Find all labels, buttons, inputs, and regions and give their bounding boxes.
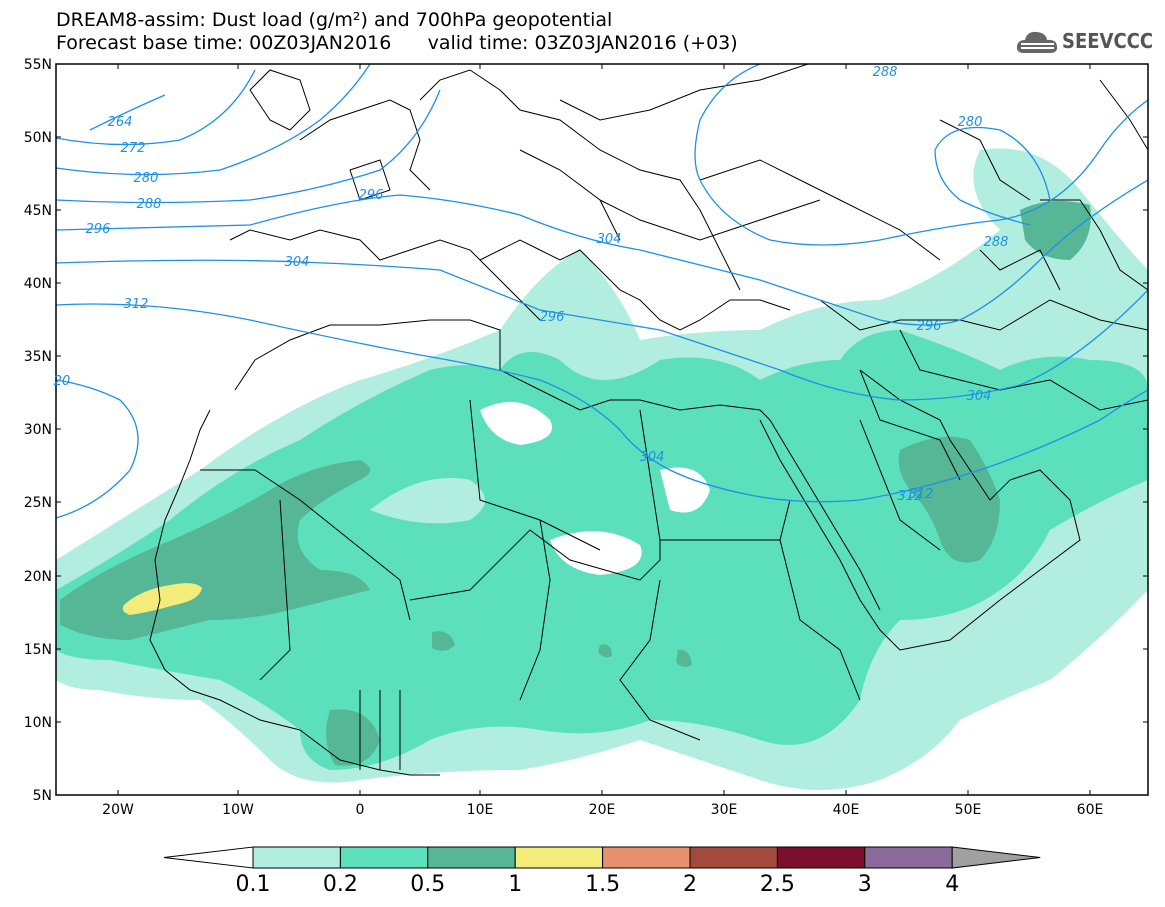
lat-label-40N: 40N — [24, 276, 52, 292]
contour-label: 296 — [86, 222, 111, 237]
contour-label: 296 — [359, 188, 384, 203]
map-title: DREAM8-assim: Dust load (g/m²) and 700hP… — [56, 9, 613, 31]
contour-label: 20 — [54, 374, 71, 389]
contour-label: 288 — [873, 65, 898, 80]
legend-label: 0.1 — [236, 872, 271, 897]
lat-label-10N: 10N — [24, 715, 52, 731]
legend-swatch — [427, 846, 516, 869]
lat-label-55N: 55N — [24, 57, 52, 73]
contour-label: 304 — [640, 450, 665, 465]
legend-swatch — [864, 846, 953, 869]
legend-swatch — [776, 846, 866, 869]
legend-label: 3 — [858, 872, 872, 897]
coastlines — [149, 64, 1148, 776]
legend-label: 2 — [683, 872, 697, 897]
lon-label-40E: 40E — [833, 802, 860, 818]
dust-level-1 — [122, 583, 202, 615]
axis-ticks — [56, 63, 1148, 796]
latitude-labels: 55N 50N 45N 40N 35N 30N 25N 20N 15N 10N 5N — [24, 57, 52, 804]
legend-label: 4 — [945, 872, 959, 897]
dust-level-0.5 — [60, 460, 370, 640]
lat-label-50N: 50N — [24, 130, 52, 146]
lat-label-25N: 25N — [24, 495, 52, 511]
contour-label: 280 — [958, 115, 983, 130]
lat-label-15N: 15N — [24, 642, 52, 658]
contour-label: 296 — [917, 319, 942, 334]
contour-label: 304 — [967, 389, 992, 404]
contour-label: 288 — [137, 197, 162, 212]
legend-label: 2.5 — [760, 872, 795, 897]
contour-label: 272 — [121, 141, 146, 156]
lat-label-35N: 35N — [24, 349, 52, 365]
forecast-time-line: Forecast base time: 00Z03JAN2016 valid t… — [56, 32, 738, 54]
contour-label: 296 — [540, 310, 565, 325]
lon-label-20W: 20W — [102, 802, 134, 818]
legend-label: 0.5 — [410, 872, 445, 897]
legend-swatch — [252, 846, 341, 869]
contour-label: 312 — [124, 297, 149, 312]
legend-underflow-triangle — [163, 846, 254, 869]
lon-label-10E: 10E — [467, 802, 494, 818]
legend-swatch — [689, 846, 778, 869]
lon-label-30E: 30E — [711, 802, 738, 818]
legend-label: 1.5 — [585, 872, 620, 897]
lat-label-20N: 20N — [24, 569, 52, 585]
longitude-labels: 20W 10W 0 10E 20E 30E 40E 50E 60E — [102, 802, 1103, 818]
colorbar-legend: 0.1 0.2 0.5 1 1.5 2 2.5 3 4 — [163, 846, 1041, 897]
contour-label: 312 — [909, 487, 934, 502]
contour-label: 312 — [898, 489, 923, 504]
seevccc-logo: SEEVCCC — [1016, 27, 1156, 57]
lon-label-50E: 50E — [955, 802, 982, 818]
legend-label: 1 — [508, 872, 522, 897]
lon-label-20E: 20E — [589, 802, 616, 818]
logo-text: SEEVCCC — [1062, 29, 1154, 53]
legend-label: 0.2 — [323, 872, 358, 897]
geopotential-contours — [56, 64, 1148, 519]
legend-swatch — [514, 846, 604, 869]
contour-label: 264 — [108, 115, 133, 130]
legend-overflow-triangle — [951, 846, 1041, 869]
contour-label: 280 — [134, 171, 159, 186]
lon-label-0: 0 — [356, 802, 365, 818]
lon-label-10W: 10W — [222, 802, 254, 818]
legend-swatch — [602, 846, 691, 869]
contour-label: 304 — [597, 232, 622, 247]
lat-label-5N: 5N — [33, 788, 52, 804]
dust-field — [56, 148, 1148, 791]
contour-label: 288 — [984, 235, 1009, 250]
legend-swatch — [339, 846, 429, 869]
lat-label-45N: 45N — [24, 203, 52, 219]
cloud-icon — [1016, 31, 1058, 53]
lon-label-60E: 60E — [1077, 802, 1104, 818]
lat-label-30N: 30N — [24, 422, 52, 438]
contour-label: 304 — [285, 255, 310, 270]
contour-labels: 264 272 280 288 296 304 312 20 296 304 296 304 312 29… — [54, 65, 1009, 504]
